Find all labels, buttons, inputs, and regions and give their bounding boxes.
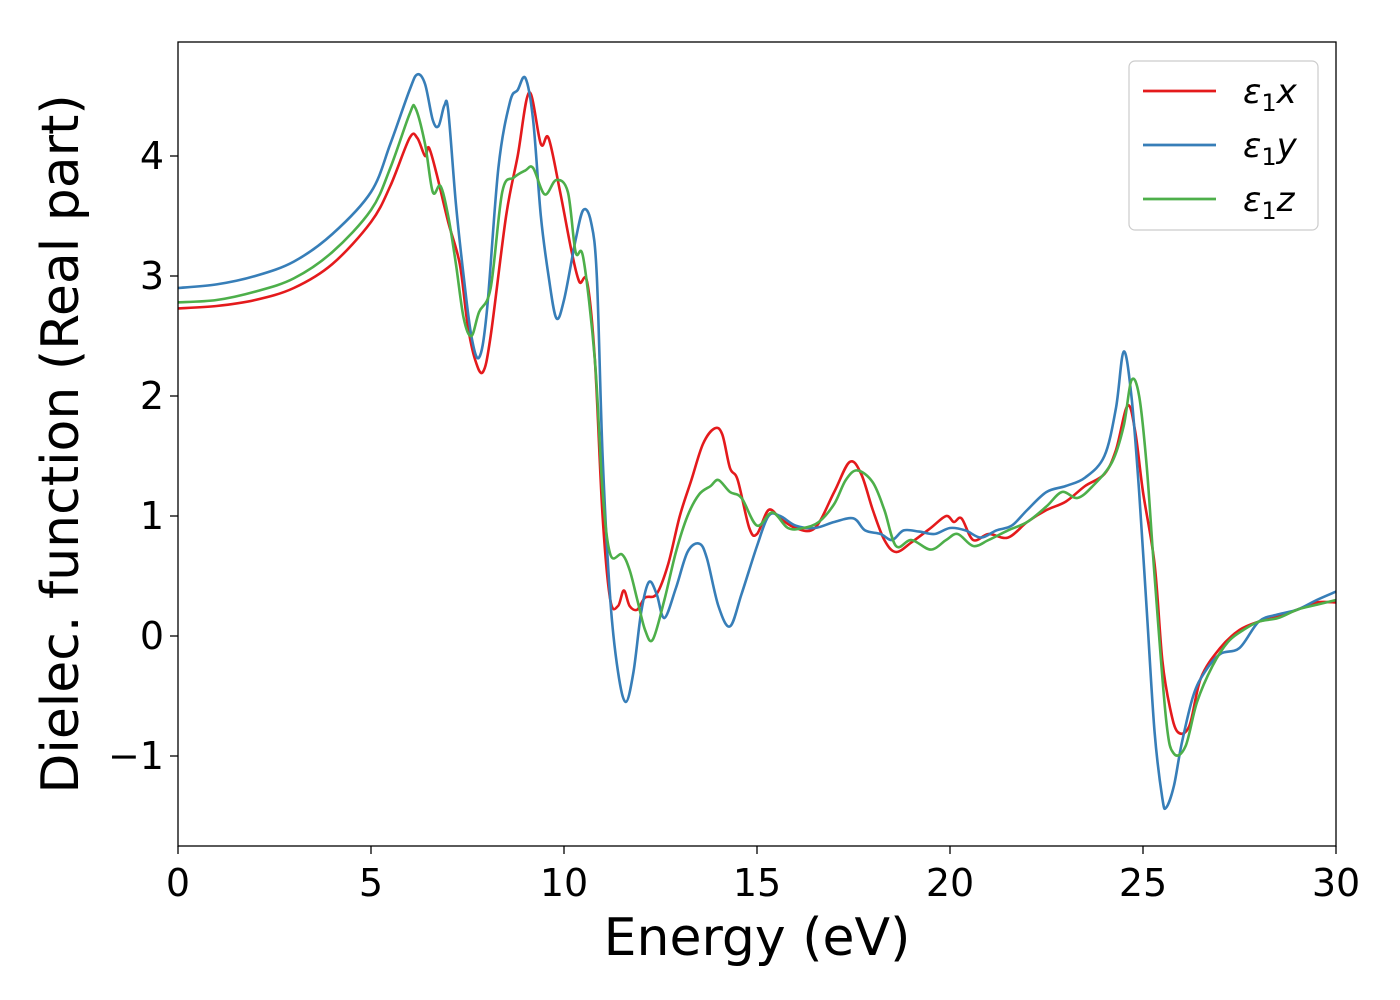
- legend: ε1x ε1y ε1z: [1128, 60, 1319, 231]
- y-tick-label: 4: [140, 134, 164, 178]
- y-tick-label: −1: [108, 734, 164, 778]
- x-tick-label: 0: [166, 861, 190, 905]
- x-tick-label: 20: [926, 861, 974, 905]
- legend-label: ε1y: [1243, 126, 1298, 171]
- x-tick-label: 10: [540, 861, 588, 905]
- x-tick-label: 15: [733, 861, 781, 905]
- series-line-e1z: [178, 103, 1336, 757]
- x-axis-label: Energy (eV): [604, 908, 911, 968]
- x-axis: 0 5 10 15 20 25 30: [166, 846, 1360, 905]
- series-layer: [178, 72, 1336, 811]
- legend-box: [1128, 60, 1319, 231]
- legend-entry-e1x: ε1x: [1143, 72, 1298, 117]
- y-axis: −1 0 1 2 3 4: [108, 134, 178, 778]
- x-tick-label: 30: [1312, 861, 1360, 905]
- series-line-e1y: [178, 72, 1336, 811]
- x-tick-label: 25: [1119, 861, 1167, 905]
- y-tick-label: 2: [140, 374, 164, 418]
- legend-entry-e1z: ε1z: [1143, 180, 1296, 225]
- x-tick-label: 5: [359, 861, 383, 905]
- y-axis-label: Dielec. function (Real part): [31, 94, 91, 793]
- legend-label: ε1z: [1243, 180, 1296, 225]
- y-tick-label: 1: [140, 494, 164, 538]
- legend-label: ε1x: [1243, 72, 1298, 117]
- y-tick-label: 0: [140, 614, 164, 658]
- y-tick-label: 3: [140, 254, 164, 298]
- legend-entry-e1y: ε1y: [1143, 126, 1298, 171]
